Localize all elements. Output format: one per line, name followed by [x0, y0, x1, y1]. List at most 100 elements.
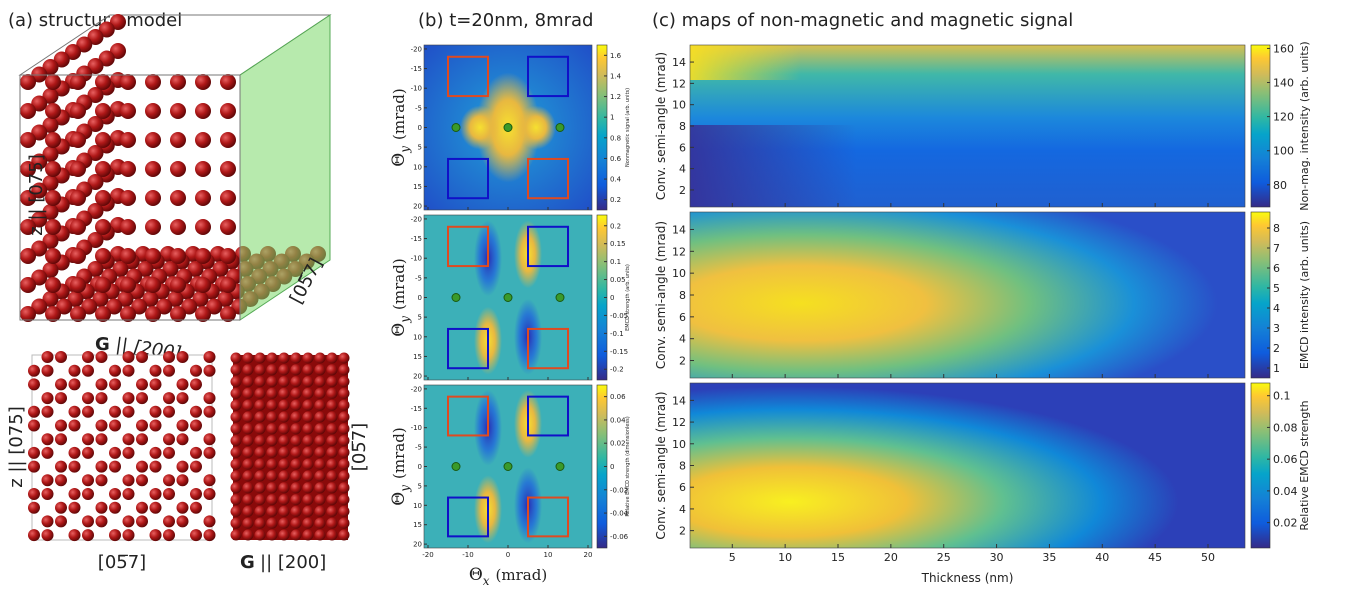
atom: [55, 392, 67, 405]
atom: [70, 103, 86, 119]
atom: [136, 433, 148, 446]
atom: [136, 378, 148, 391]
atom: [266, 435, 278, 447]
atom: [41, 433, 54, 446]
heatmap: [690, 383, 1245, 548]
atom: [254, 529, 266, 541]
atom: [266, 411, 278, 423]
atom: [278, 364, 290, 376]
atom: [170, 103, 186, 119]
atom: [95, 433, 108, 446]
atom: [278, 423, 290, 435]
atom: [95, 132, 111, 148]
atom: [20, 132, 36, 148]
atom: [338, 517, 350, 529]
atom: [195, 277, 211, 293]
x-tick-label: 40: [1095, 551, 1109, 564]
y-tick-label: 0: [418, 463, 422, 471]
colorbar-tick-label: 100: [1273, 145, 1294, 158]
atom: [220, 103, 236, 119]
atom: [122, 392, 135, 405]
atom: [326, 458, 338, 470]
atom: [42, 291, 59, 307]
atom: [230, 376, 242, 388]
atom: [230, 458, 242, 470]
atom: [230, 352, 242, 364]
heatmap-shade: [690, 45, 1245, 80]
atom: [266, 352, 278, 364]
atom: [120, 103, 136, 119]
atom: [120, 248, 136, 264]
atom: [145, 103, 161, 119]
y-tick-label: 4: [679, 163, 686, 176]
atom: [20, 103, 36, 119]
axis-annotation: z || [075]: [26, 154, 47, 235]
atom: [195, 306, 211, 322]
atom: [290, 458, 302, 470]
atom: [254, 435, 266, 447]
atom: [156, 298, 173, 315]
label-symbol: Θ: [389, 323, 409, 337]
y-tick-label: 6: [679, 311, 686, 324]
atom: [195, 190, 211, 206]
atom: [314, 458, 326, 470]
atom: [242, 458, 254, 470]
atom: [120, 219, 136, 235]
x-tick-label: 50: [1201, 551, 1215, 564]
atom: [230, 494, 242, 506]
colorbar-tick-label: 0.04: [1273, 485, 1298, 498]
atom: [136, 501, 148, 514]
atom: [254, 470, 266, 482]
atom: [145, 248, 161, 264]
atom: [95, 306, 111, 322]
atom: [278, 458, 290, 470]
atom: [109, 488, 121, 500]
atom: [203, 405, 216, 418]
atom: [290, 494, 302, 506]
integration-box: [527, 225, 569, 268]
atom: [230, 529, 242, 541]
atom: [266, 376, 278, 388]
atom: [290, 364, 302, 376]
atom: [266, 458, 278, 470]
atom: [195, 248, 211, 264]
colorbar-tick-label: 0.04: [610, 416, 626, 424]
atom: [70, 190, 86, 206]
atom: [338, 387, 350, 399]
atom: [149, 460, 162, 473]
atom: [314, 470, 326, 482]
atom: [163, 433, 175, 446]
atom: [278, 470, 290, 482]
atom: [120, 190, 136, 206]
atom: [242, 494, 254, 506]
atom: [220, 161, 236, 177]
panel-title: (a) structure model: [8, 10, 182, 31]
atom: [122, 529, 135, 542]
atom: [92, 291, 109, 307]
atom: [338, 470, 350, 482]
atom: [278, 376, 290, 388]
atom: [65, 44, 81, 60]
y-tick-label: 8: [679, 120, 686, 133]
x-tick-label: -20: [422, 551, 433, 559]
atom: [68, 501, 81, 514]
atom: [122, 364, 135, 377]
atom: [31, 153, 48, 170]
colorbar-tick-label: 0.06: [1273, 453, 1298, 466]
colorbar: [1250, 211, 1271, 379]
x-tick-label: 10: [544, 551, 553, 559]
atom: [326, 376, 338, 388]
atom: [95, 460, 108, 473]
atom: [55, 515, 67, 528]
label-unit: (mrad): [390, 258, 408, 310]
colorbar-tick-label: -0.02: [610, 486, 628, 494]
atom: [28, 529, 40, 542]
atom: [314, 423, 326, 435]
atom: [142, 291, 159, 307]
atom: [120, 306, 136, 322]
atom: [302, 494, 314, 506]
atom: [42, 204, 59, 220]
atom: [82, 351, 94, 363]
atom: [95, 501, 108, 514]
